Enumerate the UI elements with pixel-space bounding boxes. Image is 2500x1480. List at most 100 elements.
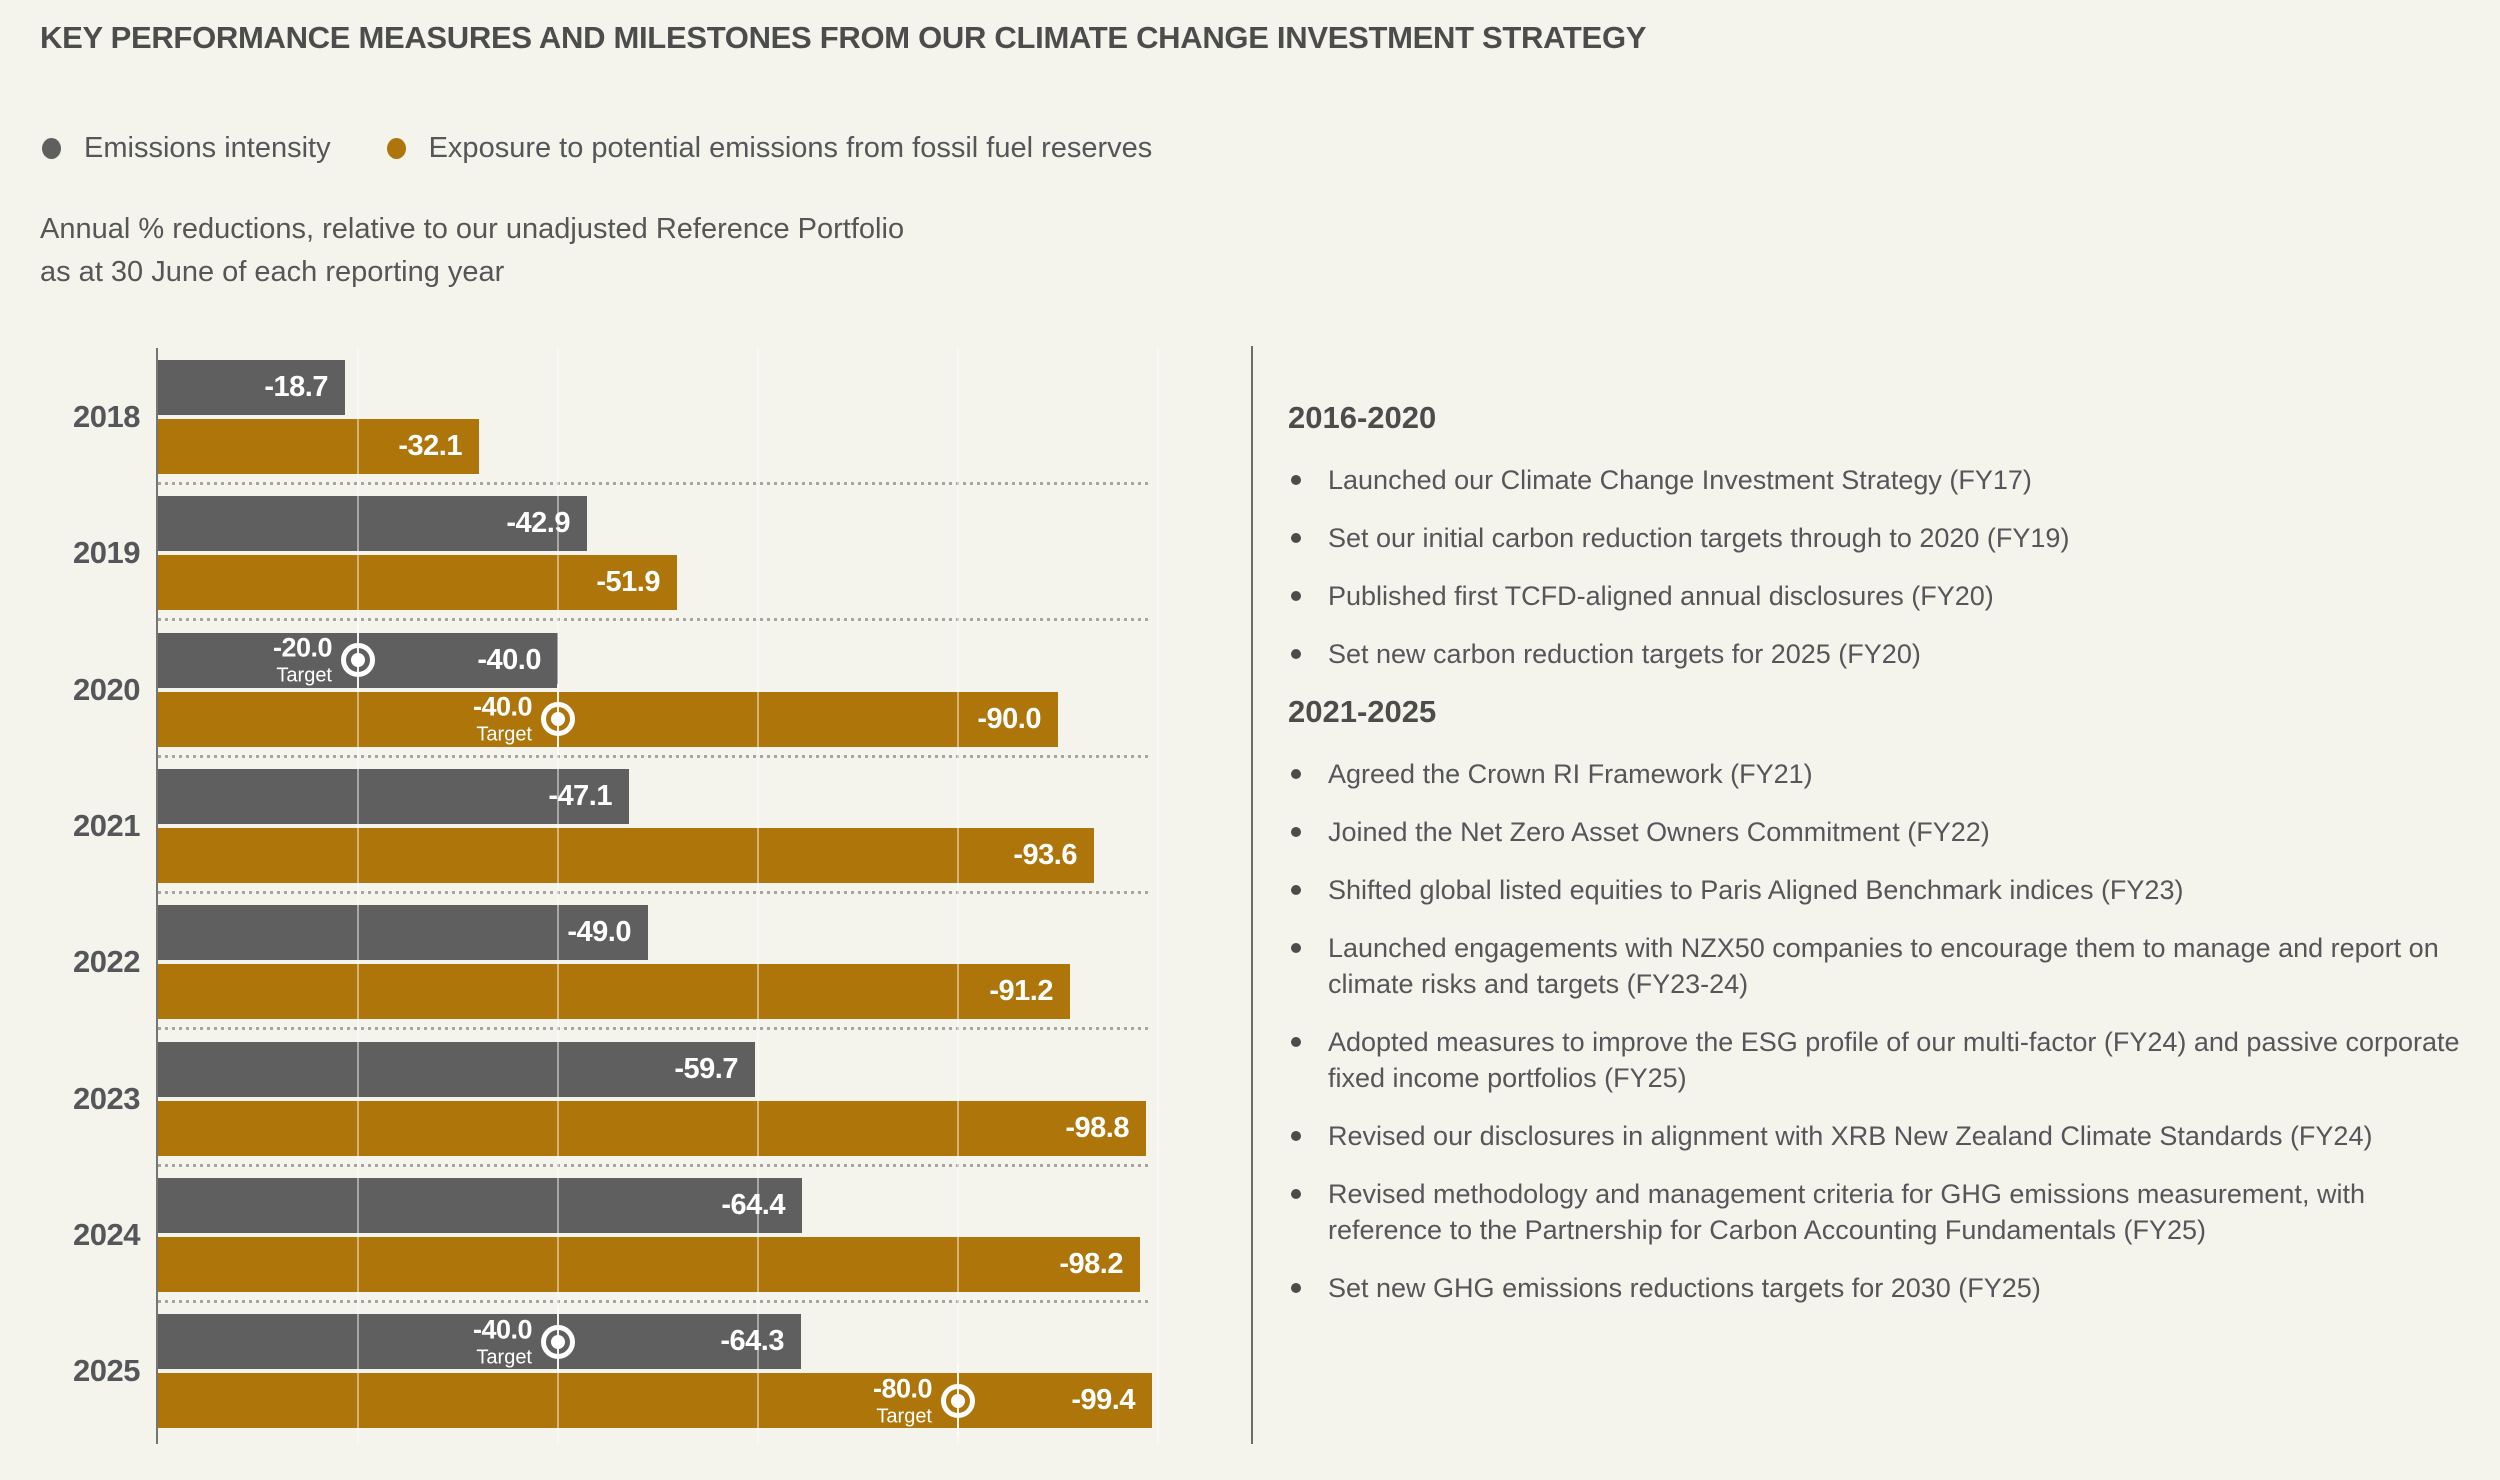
bullet-icon [1291,649,1301,659]
target-marker-icon [541,702,575,737]
target-marker-dot-icon [951,1393,965,1408]
bar-value-label: -32.1 [398,430,462,462]
target-word: Target [476,723,532,746]
group-separator-dotted-line [158,754,1150,758]
chart-legend: Emissions intensity Exposure to potentia… [42,132,1152,165]
year-label-2020: 2020 [73,671,140,707]
milestone-text: Adopted measures to improve the ESG prof… [1328,1027,2460,1093]
year-label-2019: 2019 [73,535,140,571]
milestone-item: Shifted global listed equities to Paris … [1288,872,2480,908]
milestone-item: Set new GHG emissions reductions targets… [1288,1270,2480,1306]
bullet-icon [1291,591,1301,601]
milestone-item: Set new carbon reduction targets for 202… [1288,636,2480,672]
year-group-2024: 2024 -64.4 -98.2 [73,1166,1158,1303]
milestone-text: Launched our Climate Change Investment S… [1328,465,2032,495]
legend-label-emissions-intensity: Emissions intensity [84,132,331,164]
milestone-text: Set new carbon reduction targets for 202… [1328,639,1921,669]
milestone-item: Set our initial carbon reduction targets… [1288,520,2480,556]
bar-fossil-fuel-2023: -98.8 [158,1100,1146,1156]
target-label: -80.0 Target [872,1373,933,1428]
bar-fossil-fuel-2022: -91.2 [158,964,1070,1020]
chart-subtitle-line-1: Annual % reductions, relative to our una… [40,213,905,245]
milestone-text: Shifted global listed equities to Paris … [1328,875,2184,905]
milestone-text: Revised methodology and management crite… [1328,1179,2365,1245]
bar-value-label: -91.2 [989,975,1053,1008]
target-label: -20.0 Target [272,632,333,686]
group-separator-dotted-line [158,890,1150,894]
target-word: Target [476,1346,532,1369]
bullet-icon [1291,943,1301,953]
bar-fossil-fuel-2024: -98.2 [158,1236,1140,1292]
year-group-2022: 2022 -49.0 -91.2 [73,893,1158,1031]
bar-fossil-fuel-2019: -51.9 [158,555,677,611]
bullet-icon [1291,1037,1301,1047]
bar-value-label: -49.0 [567,916,631,949]
chart-subtitle: Annual % reductions, relative to our una… [40,208,904,294]
target-value: -20.0 [272,632,333,663]
bullet-icon [1291,885,1301,895]
bullet-icon [1291,1131,1301,1141]
bar-emissions-2022: -49.0 [158,905,648,961]
year-label-2018: 2018 [73,399,140,434]
bar-emissions-2018: -18.7 [158,360,345,415]
target-value: -80.0 [872,1373,933,1404]
milestone-text: Agreed the Crown RI Framework (FY21) [1328,759,1813,789]
milestone-text: Set new GHG emissions reductions targets… [1328,1273,2041,1303]
milestone-text: Set our initial carbon reduction targets… [1328,523,2070,553]
bar-value-label: -64.4 [721,1188,785,1221]
group-separator-dotted-line [158,1163,1150,1167]
year-group-2021: 2021 -47.1 -93.6 [73,757,1158,894]
gridline [1157,348,1159,1444]
target-marker-icon [541,1324,575,1359]
bar-emissions-2021: -47.1 [158,768,629,824]
milestone-item: Revised methodology and management crite… [1288,1176,2480,1248]
bar-fossil-fuel-2018: -32.1 [158,419,479,474]
target-marker-icon [341,643,375,678]
group-separator-dotted-line [158,1299,1150,1303]
bar-value-label: -99.4 [1071,1384,1135,1417]
bar-emissions-2019: -42.9 [158,496,587,552]
bar-value-label: -98.2 [1059,1247,1123,1280]
group-separator-dotted-line [158,482,1150,485]
milestones-heading-2016-2020: 2016-2020 [1288,400,1437,435]
year-group-2025: 2025 -40.0 Target -64.3 -80.0 Target -99.4 [73,1302,1158,1439]
group-separator-dotted-line [158,1027,1150,1031]
bar-value-label: -59.7 [674,1052,738,1085]
milestone-item: Launched our Climate Change Investment S… [1288,462,2480,498]
group-separator-dotted-line [158,618,1150,622]
target-marker-icon [941,1383,975,1418]
gridline [957,348,959,1444]
section-divider [1251,346,1253,1444]
target-marker-dot-icon [551,712,565,727]
bar-fossil-fuel-2021: -93.6 [158,827,1094,883]
milestone-item: Joined the Net Zero Asset Owners Commitm… [1288,814,2480,850]
bar-emissions-2023: -59.7 [158,1041,755,1097]
target-marker-dot-icon [551,1334,565,1349]
year-group-2020: 2020 -20.0 Target -40.0 -40.0 Target -90.0 [73,621,1158,758]
bar-value-label: -93.6 [1013,838,1077,871]
chart-subtitle-line-2: as at 30 June of each reporting year [40,256,505,288]
year-group-2018: 2018 -18.7 -32.1 [73,348,1158,485]
bar-value-label: -40.0 [477,643,541,676]
milestone-item: Published first TCFD-aligned annual disc… [1288,578,2480,614]
milestone-text: Revised our disclosures in alignment wit… [1328,1121,2373,1151]
bar-fossil-fuel-2020: -40.0 Target -90.0 [158,683,1058,755]
bullet-icon [1291,1189,1301,1199]
bar-value-label: -90.0 [977,702,1041,735]
bar-value-label: -51.9 [596,566,660,599]
gridline [757,348,759,1444]
target-label: -40.0 Target [473,693,533,746]
gridline [357,348,359,1444]
year-label-2024: 2024 [73,1216,140,1252]
year-label-2022: 2022 [73,944,140,980]
target-value: -40.0 [472,1314,533,1345]
milestone-text: Launched engagements with NZX50 companie… [1328,933,2439,999]
milestone-text: Published first TCFD-aligned annual disc… [1328,581,1994,611]
year-label-2023: 2023 [73,1080,140,1116]
bullet-icon [1291,827,1301,837]
target-word: Target [876,1405,932,1428]
bar-emissions-2025: -40.0 Target -64.3 [158,1306,801,1378]
target-label: -40.0 Target [472,1314,533,1369]
bullet-icon [1291,1283,1301,1293]
